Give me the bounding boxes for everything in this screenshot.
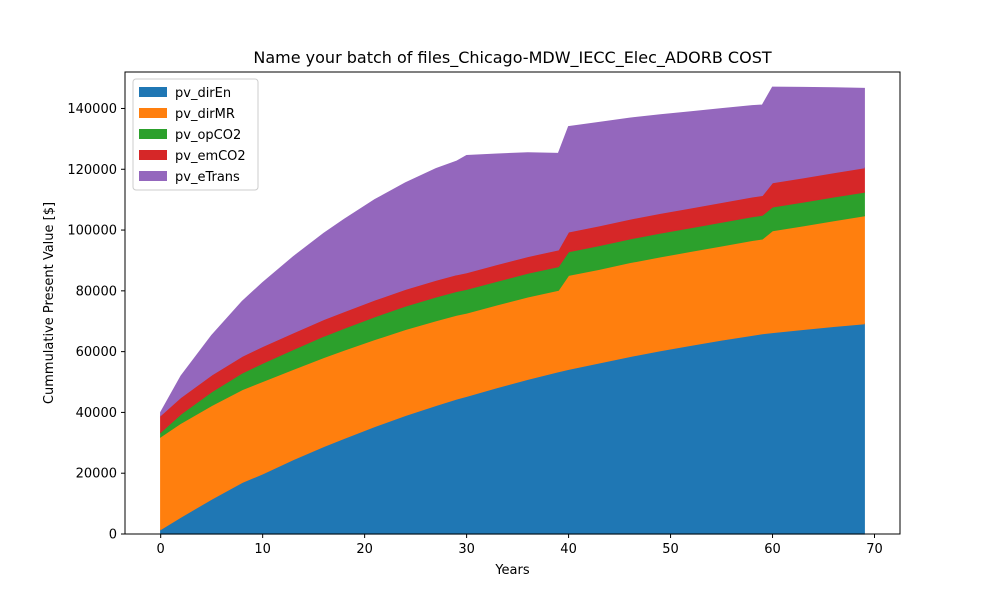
x-tick-label: 40 bbox=[560, 542, 577, 557]
x-tick-label: 50 bbox=[662, 542, 679, 557]
y-tick-label: 100000 bbox=[67, 224, 117, 239]
y-tick-label: 120000 bbox=[67, 163, 117, 178]
legend-label: pv_eTrans bbox=[175, 170, 240, 185]
x-axis: 0 10 20 30 40 50 60 70 bbox=[157, 534, 883, 557]
y-tick-label: 0 bbox=[109, 528, 117, 543]
y-axis-label: Cummulative Present Value [$] bbox=[42, 202, 57, 404]
legend-label: pv_dirEn bbox=[175, 86, 231, 101]
legend-swatch bbox=[139, 108, 167, 118]
x-tick-label: 20 bbox=[356, 542, 373, 557]
x-tick-label: 0 bbox=[157, 542, 165, 557]
y-tick-label: 20000 bbox=[76, 467, 117, 482]
legend-label: pv_dirMR bbox=[175, 107, 235, 122]
x-axis-label: Years bbox=[494, 563, 530, 578]
area-layers bbox=[160, 86, 865, 535]
y-axis: 0 20000 40000 60000 80000 100000 120000 140000 bbox=[67, 102, 125, 543]
x-tick-label: 30 bbox=[458, 542, 475, 557]
y-tick-label: 80000 bbox=[76, 284, 117, 299]
area-pv-eTrans bbox=[160, 86, 865, 417]
legend-label: pv_emCO2 bbox=[175, 149, 246, 164]
plot-frame bbox=[124, 71, 901, 535]
legend-swatch bbox=[139, 150, 167, 160]
chart-title: Name your batch of files_Chicago-MDW_IEC… bbox=[253, 48, 771, 68]
x-tick-label: 60 bbox=[764, 542, 781, 557]
y-tick-label: 60000 bbox=[76, 345, 117, 360]
legend-swatch bbox=[139, 129, 167, 139]
x-tick-label: 10 bbox=[254, 542, 271, 557]
y-tick-label: 140000 bbox=[67, 102, 117, 117]
legend-box bbox=[132, 78, 259, 191]
x-tick-label: 70 bbox=[866, 542, 883, 557]
legend-swatch bbox=[139, 171, 167, 181]
legend-swatch bbox=[139, 87, 167, 97]
y-tick-label: 40000 bbox=[76, 406, 117, 421]
legend: pv_dirEn pv_dirMR pv_opCO2 pv_emCO2 pv_eTran… bbox=[132, 78, 259, 191]
legend-label: pv_opCO2 bbox=[175, 128, 241, 143]
